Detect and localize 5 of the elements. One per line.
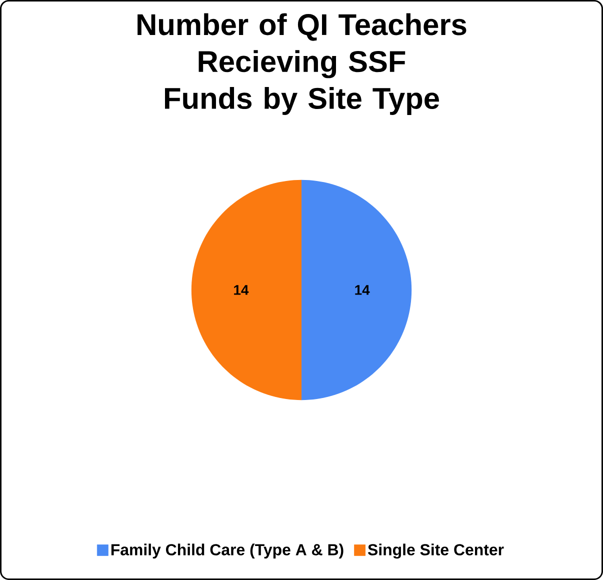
data-label: 14 xyxy=(355,285,370,295)
chart-title: Number of QI Teachers Recieving SSF Funds by Site Type xyxy=(138,13,466,115)
data-label: 14 xyxy=(234,285,249,295)
legend-label: Family Child Care (Type A & B) xyxy=(111,544,344,559)
legend-label: Single Site Center xyxy=(368,544,504,559)
